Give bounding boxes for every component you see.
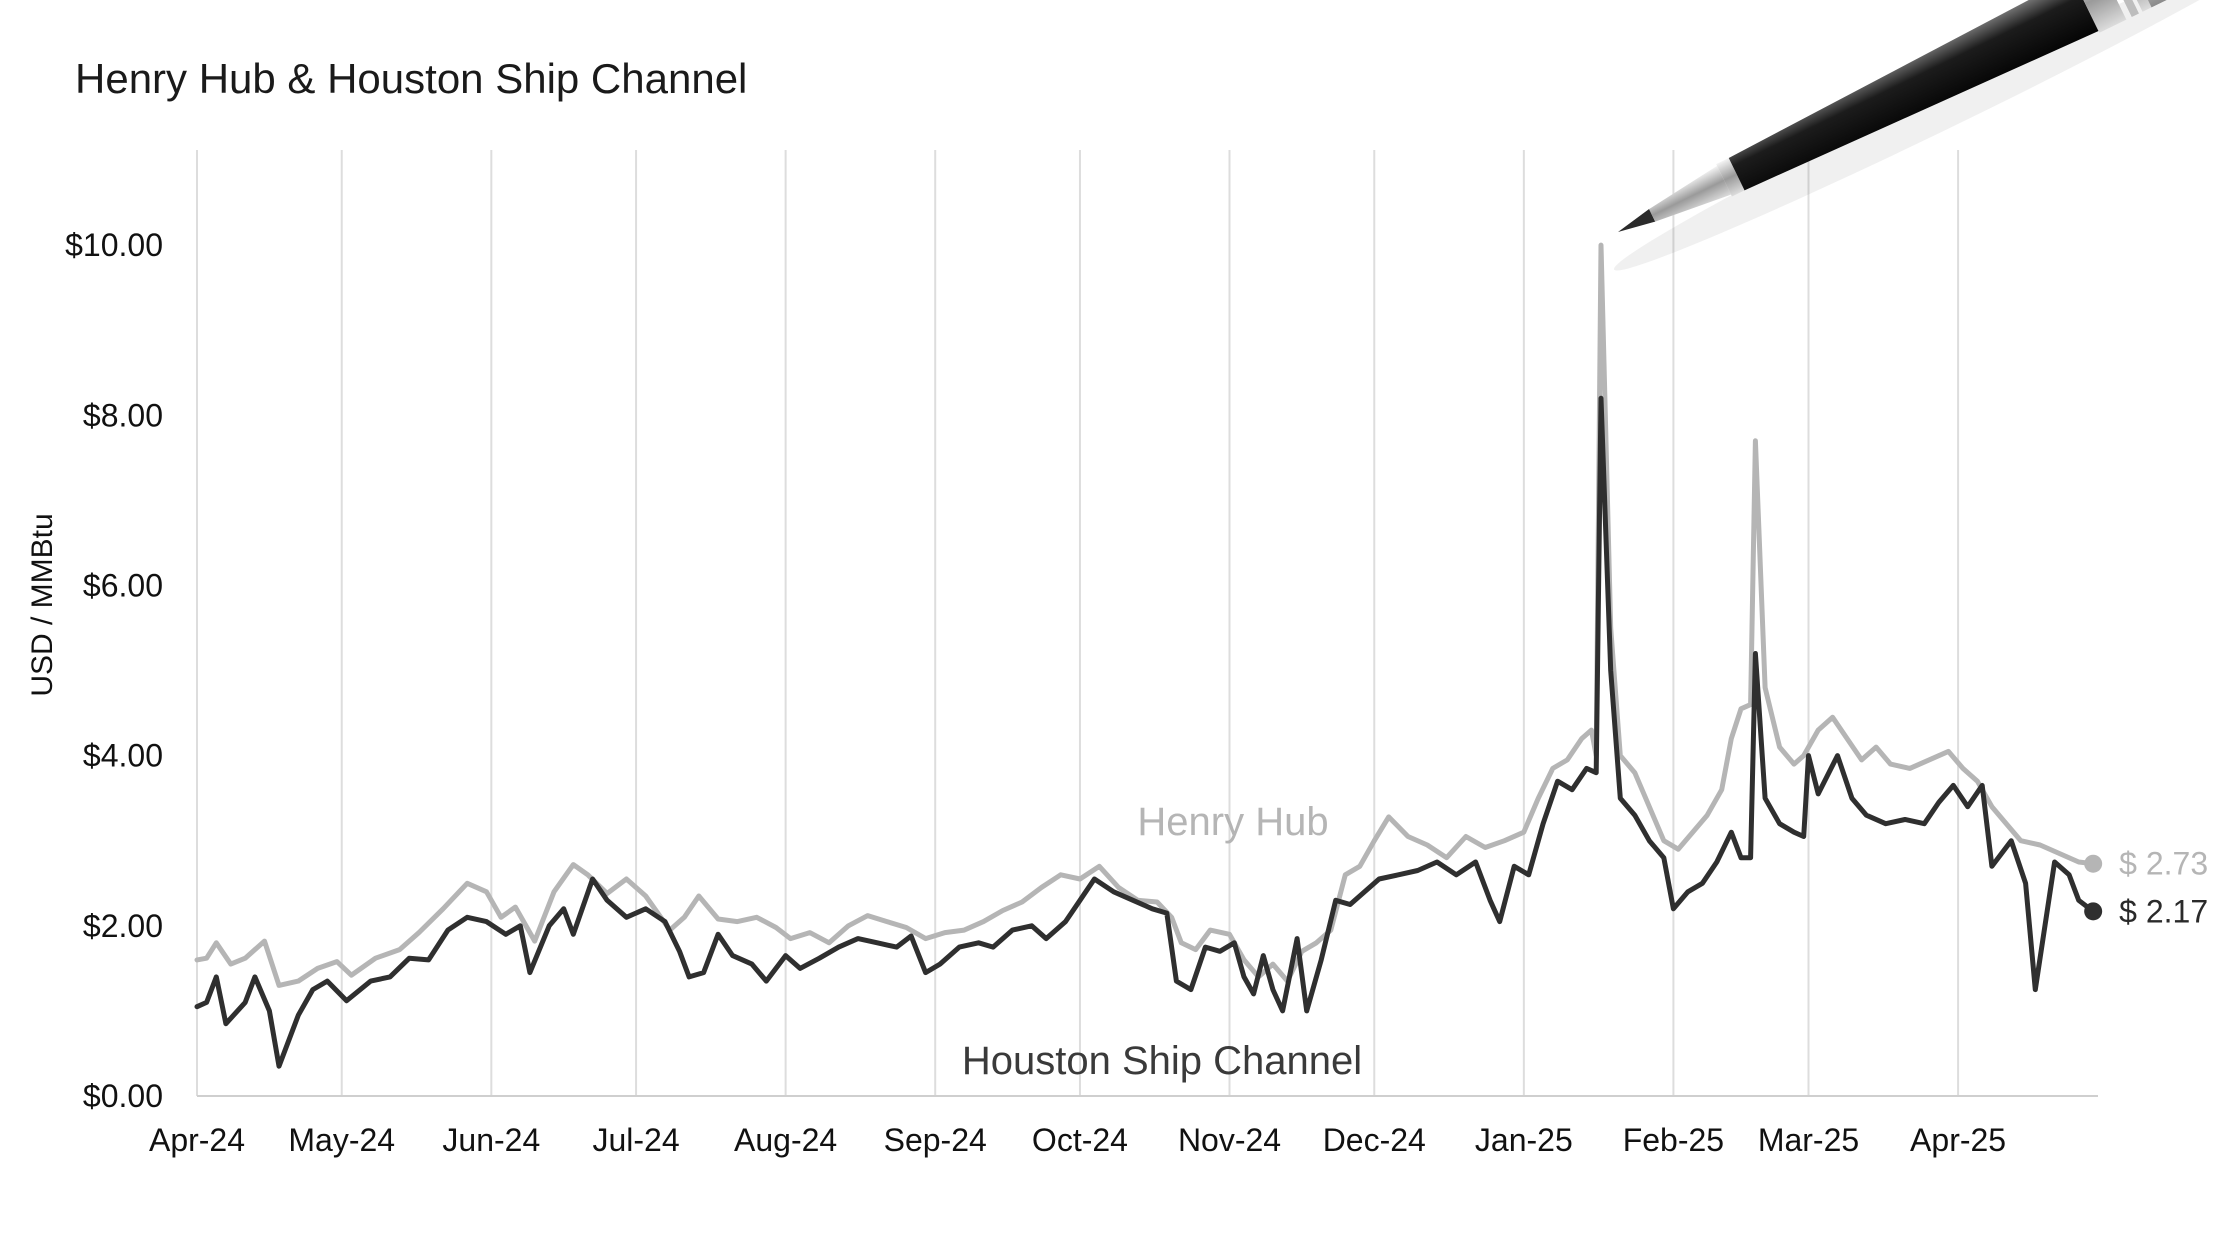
end-value-label-houston-ship-channel: $ 2.17 — [2119, 893, 2208, 929]
pen-icon — [1613, 0, 2240, 271]
y-tick-label: $0.00 — [83, 1078, 163, 1114]
x-tick-label: Nov-24 — [1178, 1122, 1281, 1158]
x-tick-label: Dec-24 — [1323, 1122, 1426, 1158]
chart-title: Henry Hub & Houston Ship Channel — [75, 55, 748, 102]
x-tick-label: Sep-24 — [884, 1122, 987, 1158]
x-tick-label: Aug-24 — [734, 1122, 837, 1158]
x-tick-label: Jan-25 — [1475, 1122, 1573, 1158]
y-tick-label: $2.00 — [83, 908, 163, 944]
y-axis: $0.00 $2.00 $4.00 $6.00 $8.00 $10.00 — [65, 227, 163, 1114]
x-tick-label: May-24 — [288, 1122, 395, 1158]
x-tick-label: Jul-24 — [592, 1122, 679, 1158]
y-tick-label: $4.00 — [83, 738, 163, 774]
end-markers: $ 2.73 $ 2.17 — [2084, 846, 2208, 929]
series — [194, 242, 2096, 1069]
end-point-henry-hub — [2084, 854, 2103, 873]
y-tick-label: $10.00 — [65, 227, 163, 263]
end-value-label-henry-hub: $ 2.73 — [2119, 846, 2208, 882]
end-point-houston-ship-channel — [2084, 902, 2103, 921]
x-tick-label: Apr-25 — [1910, 1122, 2006, 1158]
series-label-henry-hub: Henry Hub — [1137, 800, 1328, 844]
series-line-henry-hub — [194, 242, 2096, 988]
y-tick-label: $8.00 — [83, 397, 163, 433]
x-tick-label: Apr-24 — [149, 1122, 245, 1158]
x-tick-label: Mar-25 — [1758, 1122, 1859, 1158]
x-tick-label: Oct-24 — [1032, 1122, 1128, 1158]
x-tick-label: Feb-25 — [1623, 1122, 1724, 1158]
y-tick-label: $6.00 — [83, 567, 163, 603]
series-line-houston-ship-channel — [194, 395, 2096, 1069]
series-label-houston-ship-channel: Houston Ship Channel — [962, 1039, 1362, 1083]
x-tick-label: Jun-24 — [442, 1122, 540, 1158]
x-axis: Apr-24 May-24 Jun-24 Jul-24 Aug-24 Sep-24 Oct-… — [149, 1122, 2006, 1158]
gridlines — [196, 150, 1960, 1096]
y-axis-title: USD / MMBtu — [26, 513, 59, 696]
